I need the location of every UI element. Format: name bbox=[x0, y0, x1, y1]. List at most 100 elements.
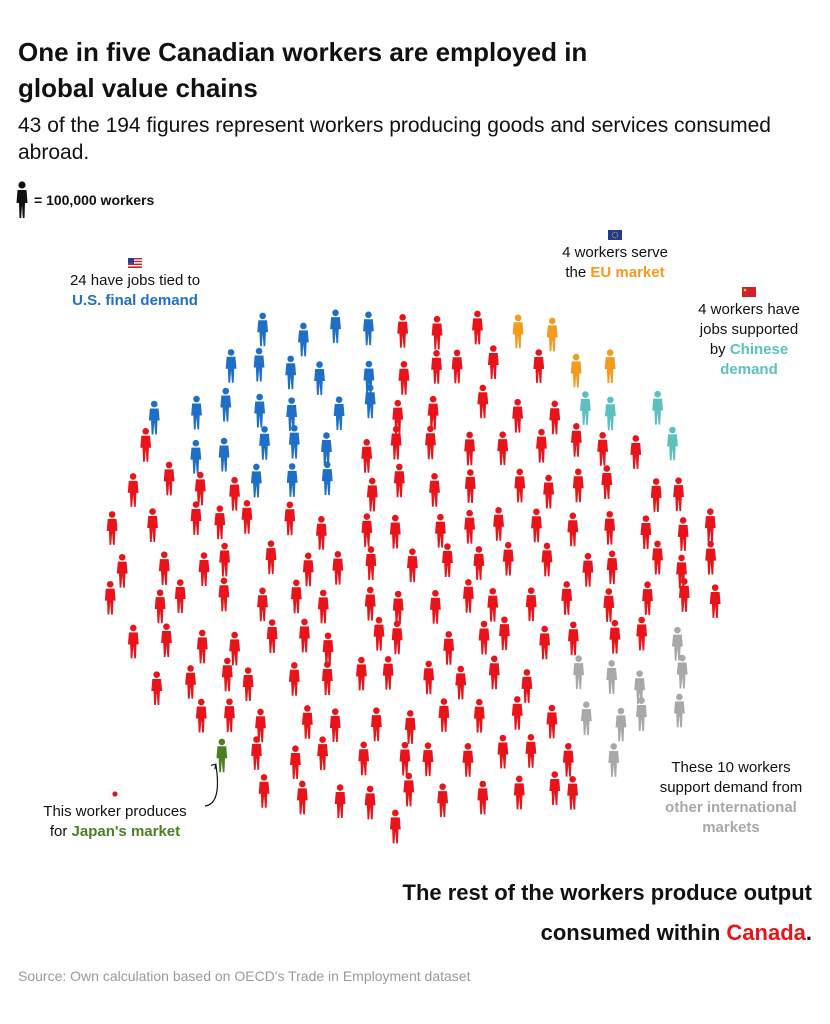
worker-icon-canada bbox=[361, 513, 373, 547]
worker-icon-u-s-final-demand bbox=[253, 347, 265, 382]
worker-icon-canada bbox=[549, 771, 561, 805]
chart-title: One in five Canadian workers are employe… bbox=[18, 37, 588, 103]
worker-icon-canada bbox=[151, 671, 163, 706]
worker-icon-canada bbox=[407, 548, 418, 583]
conclusion-suffix: . bbox=[805, 920, 812, 945]
worker-icon-canada bbox=[487, 345, 499, 379]
worker-icon-canada bbox=[570, 423, 582, 457]
worker-icon-canada bbox=[673, 477, 684, 512]
annotation-us: 24 have jobs tied to U.S. final demand bbox=[50, 258, 220, 311]
worker-icon-canada bbox=[601, 465, 613, 499]
worker-icon-eu-market bbox=[546, 317, 558, 352]
worker-icon-canada bbox=[163, 461, 175, 496]
worker-icon-canada bbox=[425, 425, 436, 460]
worker-icon-canada bbox=[334, 784, 346, 818]
worker-icon-canada bbox=[546, 704, 558, 739]
worker-icon-canada bbox=[582, 552, 594, 587]
worker-icon-canada bbox=[322, 632, 334, 667]
annotation-cn-highlight2: demand bbox=[720, 361, 778, 378]
worker-icon-canada bbox=[442, 543, 453, 578]
worker-icon-canada bbox=[389, 809, 401, 844]
worker-icon-canada bbox=[371, 707, 382, 742]
worker-icon-canada bbox=[195, 698, 207, 733]
worker-icon-canada bbox=[161, 623, 172, 658]
worker-icon-u-s-final-demand bbox=[364, 384, 376, 419]
annotation-jp-prefix: for bbox=[49, 823, 72, 840]
worker-icon-canada bbox=[104, 580, 116, 615]
worker-icon-canada bbox=[502, 541, 514, 576]
worker-icon-canada bbox=[464, 509, 476, 544]
worker-icon-canada bbox=[317, 736, 328, 771]
worker-icon-canada bbox=[525, 587, 537, 622]
annotation-jp: This worker produces for Japan's market bbox=[20, 789, 210, 842]
worker-icon-canada bbox=[296, 780, 308, 815]
worker-icon-canada bbox=[364, 785, 376, 820]
worker-icon-canada bbox=[567, 775, 579, 810]
worker-icon-canada bbox=[567, 621, 579, 656]
legend-label: = 100,000 workers bbox=[34, 192, 155, 208]
worker-icon-canada bbox=[218, 577, 230, 612]
worker-icon-canada bbox=[429, 590, 441, 624]
worker-icon-u-s-final-demand bbox=[330, 309, 341, 344]
legend: = 100,000 workers bbox=[14, 180, 154, 220]
worker-icon-canada bbox=[543, 474, 554, 509]
worker-icon-canada bbox=[604, 510, 616, 545]
worker-icon-eu-market bbox=[604, 349, 616, 384]
worker-icon-canada bbox=[455, 665, 467, 700]
worker-icon-canada bbox=[224, 698, 235, 733]
annotation-jp-highlight: Japan's market bbox=[71, 823, 181, 840]
worker-icon-u-s-final-demand bbox=[257, 312, 269, 347]
worker-icon-canada bbox=[650, 478, 662, 512]
worker-icon-canada bbox=[398, 361, 410, 395]
worker-icon-u-s-final-demand bbox=[321, 432, 332, 466]
worker-icon-canada bbox=[140, 428, 152, 462]
worker-icon-canada bbox=[127, 624, 139, 659]
worker-icon-canada bbox=[242, 667, 254, 701]
worker-icon-canada bbox=[299, 618, 310, 653]
worker-icon-canada bbox=[533, 349, 545, 383]
worker-icon-canada bbox=[642, 581, 653, 616]
worker-icon-canada bbox=[431, 350, 442, 384]
worker-icon-canada bbox=[251, 736, 262, 770]
worker-icon-canada bbox=[512, 398, 524, 433]
worker-icon-canada bbox=[541, 542, 553, 577]
worker-icon-u-s-final-demand bbox=[259, 426, 270, 460]
worker-icon-canada bbox=[525, 733, 537, 768]
worker-icon-u-s-final-demand bbox=[321, 461, 333, 496]
worker-icon-u-s-final-demand bbox=[220, 387, 232, 422]
worker-icon-canada bbox=[116, 553, 128, 588]
worker-icon-canada bbox=[539, 625, 551, 660]
worker-icon-canada bbox=[403, 772, 415, 807]
annotation-other-highlight2: markets bbox=[702, 819, 760, 836]
worker-icon-canada bbox=[438, 698, 450, 732]
worker-icon-canada bbox=[393, 463, 405, 498]
worker-icon-canada bbox=[464, 469, 476, 503]
worker-icon-canada bbox=[437, 783, 449, 818]
worker-icon-u-s-final-demand bbox=[314, 361, 325, 396]
worker-icon-canada bbox=[321, 661, 333, 696]
annotation-other-highlight: other international bbox=[665, 799, 797, 816]
annotation-jp-line1: This worker produces bbox=[43, 803, 187, 820]
worker-icon-eu-market bbox=[570, 353, 582, 388]
worker-icon-canada bbox=[190, 501, 202, 535]
annotation-eu-highlight: EU market bbox=[590, 264, 665, 281]
worker-icon-japan-s-market bbox=[216, 738, 228, 773]
worker-icon-canada bbox=[606, 550, 618, 585]
annotation-other-line2: support demand from bbox=[659, 779, 803, 796]
worker-icon-canada bbox=[630, 435, 642, 469]
worker-icon-chinese-demand bbox=[667, 426, 678, 461]
worker-icon-canada bbox=[640, 515, 652, 550]
worker-icon-canada bbox=[106, 511, 118, 545]
worker-icon-canada bbox=[358, 741, 370, 776]
worker-icon-canada bbox=[427, 395, 439, 430]
worker-icon-canada bbox=[478, 620, 490, 655]
worker-icon-chinese-demand bbox=[652, 390, 664, 425]
worker-icon-canada bbox=[301, 705, 313, 739]
worker-icon-canada bbox=[549, 400, 561, 435]
worker-icon-other-international-markets bbox=[634, 670, 646, 705]
annotation-cn-line1: 4 workers have bbox=[698, 301, 800, 318]
worker-icon-canada bbox=[493, 507, 504, 541]
worker-icon-other-international-markets bbox=[676, 654, 688, 689]
worker-icon-canada bbox=[329, 708, 341, 743]
worker-icon-canada bbox=[284, 501, 296, 536]
